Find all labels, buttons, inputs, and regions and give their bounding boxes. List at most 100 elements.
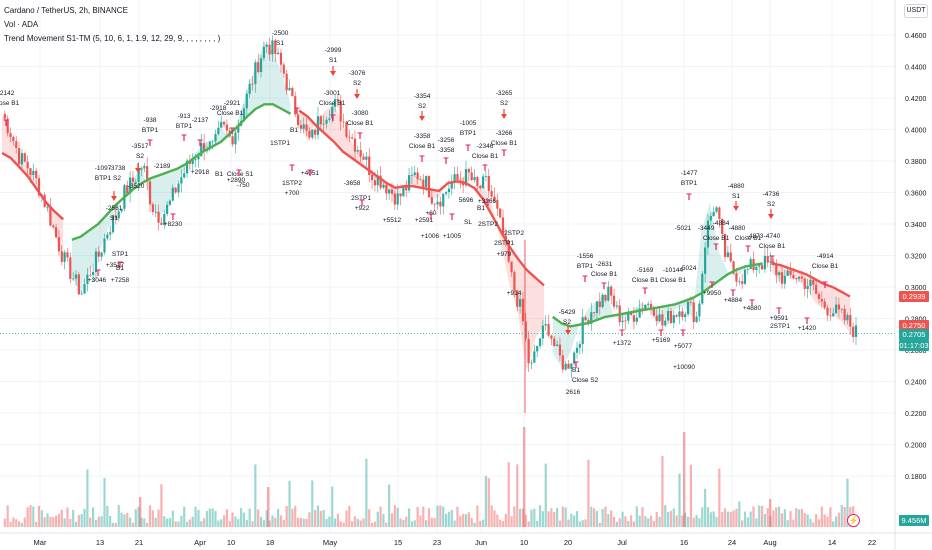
candle-body — [117, 211, 120, 219]
volume-bar — [314, 509, 317, 527]
volume-bars — [3, 427, 858, 527]
volume-bar — [32, 506, 35, 527]
volume-bar — [154, 517, 157, 527]
lightning-icon[interactable]: ⚡ — [847, 514, 860, 527]
candle-body — [214, 134, 217, 142]
candle-body — [627, 311, 630, 321]
volume-bar — [792, 519, 795, 527]
volume-bar — [749, 511, 752, 527]
candle-body — [410, 175, 414, 176]
candle-body — [12, 136, 15, 142]
volume-bar — [6, 505, 9, 527]
volume-bar — [573, 515, 576, 527]
candle-body — [433, 203, 436, 205]
signal-label: +2890 — [227, 177, 246, 184]
signal-label: 2616 — [566, 389, 581, 396]
volume-bar — [60, 509, 63, 527]
volume-bar — [669, 510, 673, 527]
volume-bar — [57, 513, 61, 527]
signal-label: -4880 — [728, 183, 745, 190]
candle-body — [294, 96, 297, 115]
volume-bar — [146, 522, 149, 527]
volume-bar — [820, 506, 823, 527]
volume-bar — [789, 511, 792, 527]
volume-bar — [271, 515, 274, 527]
volume-bar — [601, 508, 604, 527]
candle-body — [530, 362, 533, 364]
candle-body — [669, 310, 673, 323]
currency-button[interactable]: USDT — [904, 4, 928, 18]
volume-bar — [499, 519, 502, 527]
candle-body — [274, 40, 277, 54]
signal-label: -913 — [177, 113, 190, 120]
volume-bar — [185, 521, 189, 527]
signal-label: BTP1 — [95, 175, 112, 182]
volume-spike — [683, 432, 686, 527]
volume-bar — [177, 521, 180, 527]
volume-bar — [20, 522, 24, 527]
volume-bar — [587, 459, 590, 527]
candle-body — [316, 116, 320, 135]
volume-bar — [225, 509, 228, 527]
candle-body — [166, 204, 169, 214]
symbol-title[interactable]: Cardano / TetherUS, 2h, BINANCE — [4, 6, 128, 15]
volume-bar — [760, 505, 764, 527]
volume-bar — [667, 511, 670, 527]
candle-body — [738, 281, 741, 283]
volume-bar — [54, 515, 58, 527]
candle-body — [336, 99, 340, 102]
candle-body — [231, 136, 234, 145]
candle-body — [134, 181, 137, 183]
volume-bar — [544, 463, 547, 527]
candle-body — [715, 207, 718, 212]
volume-bar — [433, 518, 436, 527]
indicator-legend[interactable]: Trend Movement S1-TM (5, 10, 6, 1, 1.9, … — [4, 34, 221, 43]
volume-bar — [37, 505, 41, 527]
candle-body — [766, 255, 769, 263]
volume-bar — [704, 488, 707, 527]
candle-body — [163, 213, 166, 225]
volume-bar — [723, 508, 727, 527]
volume-bar — [15, 519, 18, 527]
volume-bar — [743, 511, 747, 527]
volume-bar — [83, 508, 86, 527]
candle-body — [678, 311, 681, 317]
volume-bar — [618, 518, 621, 527]
volume-bar — [385, 522, 388, 527]
candle-body — [783, 275, 786, 284]
volume-bar — [578, 521, 581, 527]
signal-label: Close B1 — [472, 153, 499, 160]
candle-body — [35, 170, 38, 179]
volume-bar — [732, 510, 735, 527]
volume-bar — [160, 484, 163, 527]
volume-bar — [72, 509, 75, 527]
signal-label: 2STP1 — [494, 240, 514, 247]
candle-body — [15, 141, 18, 149]
volume-bar — [809, 518, 812, 527]
candle-body — [151, 204, 154, 213]
volume-bar — [530, 509, 533, 527]
down-arrow-icon — [419, 116, 425, 121]
volume-bar — [695, 515, 698, 527]
volume-legend[interactable]: Vol · ADA — [4, 20, 39, 29]
candle-body — [382, 184, 385, 188]
candle-body — [444, 192, 448, 194]
volume-bar — [148, 505, 152, 527]
signal-label: -2142 — [0, 90, 15, 97]
candle-body — [353, 138, 357, 152]
candle-body — [291, 87, 294, 97]
candle-body — [638, 308, 641, 318]
candle-body — [222, 121, 226, 125]
volume-bar — [521, 508, 525, 527]
candle-body — [564, 363, 567, 370]
volume-bar — [163, 516, 166, 527]
candle-body — [148, 181, 152, 205]
signal-label: -3517 — [132, 143, 149, 150]
signal-label: -750 — [236, 182, 249, 189]
volume-bar — [627, 520, 630, 527]
volume-bar — [89, 517, 92, 527]
lower-trend-line — [552, 262, 763, 328]
volume-bar — [664, 505, 667, 527]
volume-bar — [829, 507, 832, 527]
